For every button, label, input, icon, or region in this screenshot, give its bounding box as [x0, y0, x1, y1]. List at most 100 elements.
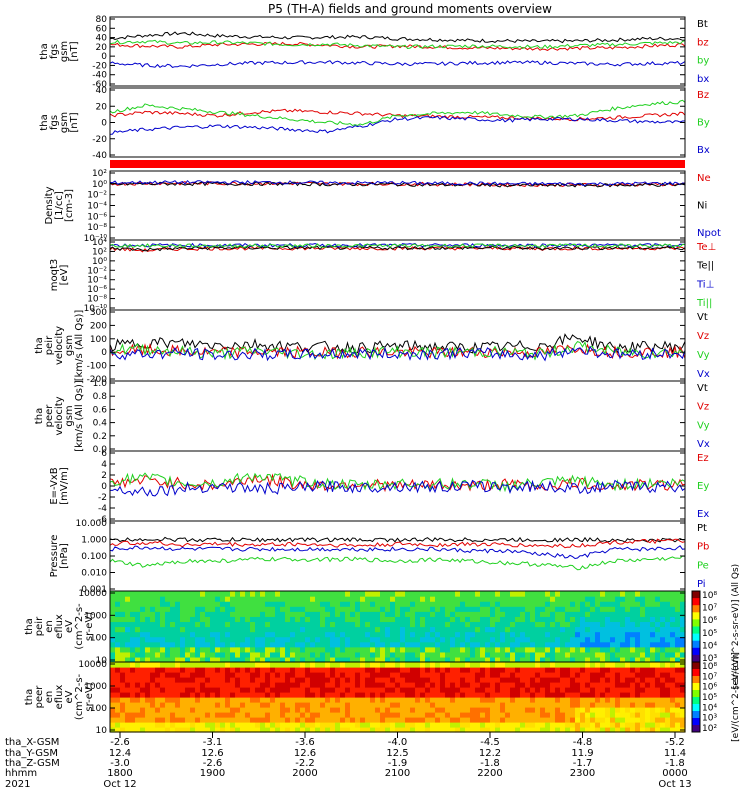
spectrogram-cell [630, 682, 636, 688]
spectrogram-cell [380, 697, 386, 703]
y-tick-label: 60 [96, 24, 108, 34]
spectrogram-cell [550, 712, 556, 718]
spectrogram-cell [440, 591, 446, 597]
spectrogram-cell [320, 667, 326, 673]
spectrogram-cell [220, 636, 226, 643]
spectrogram-cell [315, 651, 321, 658]
spectrogram-cell [295, 717, 301, 723]
spectrogram-cell [225, 651, 231, 658]
y-axis-label: eflux [54, 614, 65, 639]
y-tick-label: 10⁰ [92, 257, 107, 267]
spectrogram-cell [535, 611, 541, 617]
spectrogram-cell [155, 672, 161, 678]
spectrogram-cell [405, 712, 411, 718]
spectrogram-cell [370, 667, 376, 673]
spectrogram-cell [630, 662, 636, 668]
spectrogram-cell [255, 662, 261, 668]
spectrogram-cell [125, 621, 131, 628]
spectrogram-cell [375, 662, 381, 668]
spectrogram-cell [310, 641, 316, 648]
spectrogram-cell [245, 626, 251, 633]
spectrogram-cell [240, 677, 246, 683]
spectrogram-cell [640, 692, 646, 698]
spectrogram-cell [265, 717, 271, 723]
spectrogram-cell [425, 641, 431, 648]
spectrogram-cell [660, 692, 666, 698]
spectrogram-cell [405, 616, 411, 623]
spectrogram-cell [535, 707, 541, 713]
spectrogram-cell [240, 616, 246, 623]
spectrogram-cell [270, 712, 276, 718]
spectrogram-cell [200, 646, 206, 653]
spectrogram-cell [510, 651, 516, 658]
spectrogram-cell [510, 621, 516, 628]
spectrogram-cell [420, 596, 426, 602]
spectrogram-cell [375, 687, 381, 693]
spectrogram-cell [670, 641, 676, 648]
spectrogram-cell [535, 601, 541, 607]
spectrogram-cell [190, 616, 196, 623]
spectrogram-cell [470, 631, 476, 638]
spectrogram-cell [190, 626, 196, 633]
spectrogram-cell [290, 656, 296, 663]
spectrogram-cell [410, 722, 416, 728]
spectrogram-cell [255, 651, 261, 658]
spectrogram-cell [285, 727, 291, 733]
spectrogram-cell [505, 636, 511, 643]
spectrogram-cell [675, 662, 681, 668]
spectrogram-cell [385, 601, 391, 607]
spectrogram-cell [300, 727, 306, 733]
spectrogram-cell [155, 606, 161, 612]
spectrogram-cell [600, 692, 606, 698]
spectrogram-cell [310, 596, 316, 602]
spectrogram-cell [135, 662, 141, 668]
spectrogram-cell [215, 677, 221, 683]
spectrogram-cell [435, 727, 441, 733]
spectrogram-cell [540, 621, 546, 628]
spectrogram-cell [510, 667, 516, 673]
spectrogram-cell [310, 656, 316, 663]
spectrogram-cell [215, 672, 221, 678]
spectrogram-cell [410, 656, 416, 663]
spectrogram-cell [170, 596, 176, 602]
spectrogram-cell [600, 606, 606, 612]
spectrogram-cell [140, 641, 146, 648]
spectrogram-cell [365, 631, 371, 638]
spectrogram-cell [475, 611, 481, 617]
spectrogram-cell [160, 677, 166, 683]
spectrogram-cell [255, 636, 261, 643]
spectrogram-cell [550, 667, 556, 673]
spectrogram-cell [200, 616, 206, 623]
spectrogram-cell [110, 667, 116, 673]
spectrogram-cell [465, 656, 471, 663]
spectrogram-cell [210, 702, 216, 708]
spectrogram-cell [315, 707, 321, 713]
spectrogram-cell [120, 591, 126, 597]
spectrogram-cell [480, 611, 486, 617]
spectrogram-cell [530, 621, 536, 628]
spectrogram-cell [425, 722, 431, 728]
spectrogram-cell [380, 631, 386, 638]
spectrogram-cell [515, 646, 521, 653]
spectrogram-cell [165, 631, 171, 638]
spectrogram-cell [130, 596, 136, 602]
spectrogram-cell [565, 707, 571, 713]
spectrogram-cell [450, 636, 456, 643]
spectrogram-cell [600, 677, 606, 683]
spectrogram-cell [300, 606, 306, 612]
spectrogram-cell [570, 707, 576, 713]
spectrogram-cell [620, 682, 626, 688]
colorbar-tick-label: 10⁸ [702, 662, 717, 672]
spectrogram-cell [640, 672, 646, 678]
spectrogram-cell [645, 616, 651, 623]
spectrogram-cell [300, 651, 306, 658]
spectrogram-cell [370, 631, 376, 638]
spectrogram-cell [145, 611, 151, 617]
spectrogram-cell [370, 616, 376, 623]
spectrogram-cell [545, 651, 551, 658]
spectrogram-cell [270, 591, 276, 597]
spectrogram-cell [425, 672, 431, 678]
spectrogram-cell [235, 656, 241, 663]
spectrogram-cell [295, 631, 301, 638]
